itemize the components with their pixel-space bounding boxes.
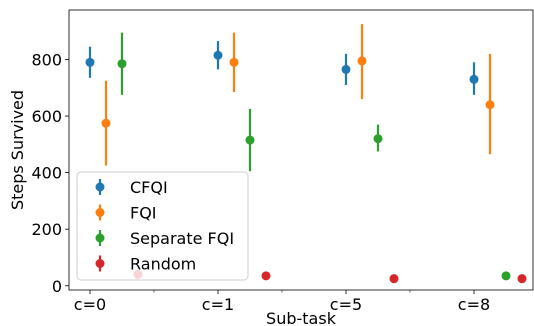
random-point xyxy=(517,274,527,284)
legend: CFQI FQI Separate FQI Random xyxy=(76,171,249,281)
legend-marker-cfqi xyxy=(95,182,105,192)
separate-fqi-point xyxy=(245,135,255,145)
x-axis-ticks: c=0 c=1 c=5 c=8 xyxy=(74,290,490,314)
cfqi-point xyxy=(213,50,223,60)
random-point xyxy=(261,271,271,281)
y-tick-label: 0 xyxy=(52,277,62,296)
x-tick-label: c=0 xyxy=(74,295,106,314)
legend-label-cfqi: CFQI xyxy=(130,178,168,197)
data-marks xyxy=(85,24,527,284)
separate-fqi-point xyxy=(501,271,511,281)
legend-marker-separate-fqi xyxy=(95,233,105,243)
fqi-point xyxy=(229,57,239,67)
y-tick-label: 200 xyxy=(31,220,62,239)
y-tick-label: 600 xyxy=(31,107,62,126)
legend-label-fqi: FQI xyxy=(130,204,157,223)
separate-fqi-point xyxy=(373,134,383,144)
legend-label-random: Random xyxy=(130,255,196,274)
legend-frame xyxy=(76,171,249,281)
legend-marker-fqi xyxy=(95,208,105,217)
fqi-point xyxy=(101,118,111,128)
legend-marker-random xyxy=(95,259,105,268)
legend-label-separate-fqi: Separate FQI xyxy=(130,229,234,248)
separate-fqi-point xyxy=(117,59,127,69)
y-axis-label: Steps Survived xyxy=(8,90,27,210)
plot-frame xyxy=(68,9,534,291)
x-tick-label: c=1 xyxy=(202,295,234,314)
y-axis-ticks: 0 200 400 600 800 xyxy=(31,50,69,296)
fqi-point xyxy=(357,56,367,66)
cfqi-point xyxy=(85,57,95,67)
y-tick-label: 800 xyxy=(31,50,62,69)
x-tick-label: c=8 xyxy=(458,295,490,314)
fqi-point xyxy=(485,100,495,110)
x-tick-label: c=5 xyxy=(330,295,362,314)
y-tick-label: 400 xyxy=(31,164,62,183)
cfqi-point xyxy=(341,64,351,74)
random-point xyxy=(389,274,399,284)
x-axis-label: Sub-task xyxy=(266,309,337,326)
cfqi-point xyxy=(469,74,479,84)
